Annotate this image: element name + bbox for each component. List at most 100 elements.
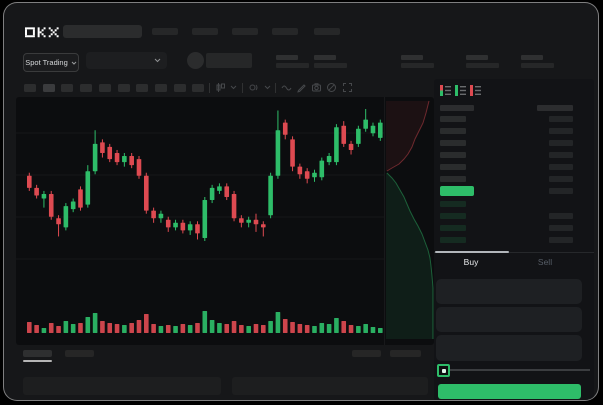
tabs-divider	[434, 252, 594, 253]
amount-slider[interactable]	[442, 369, 590, 371]
tab-buy[interactable]: Buy	[463, 257, 479, 267]
candle-body	[356, 128, 361, 144]
candle-body	[100, 142, 105, 153]
volume-bar	[48, 323, 54, 333]
volume-bar	[326, 324, 332, 333]
slider-handle[interactable]	[437, 364, 450, 377]
wave-icon[interactable]	[281, 82, 292, 93]
toolbar-divider	[209, 83, 210, 93]
volume-bar	[165, 325, 171, 333]
volume-bar	[41, 328, 47, 333]
candlestick-chart[interactable]	[16, 97, 434, 345]
orderbook-amount-bar	[549, 116, 573, 122]
pencil-icon[interactable]	[296, 82, 307, 93]
orderbook-bids-view-icon[interactable]	[455, 85, 466, 96]
timeframe-button[interactable]	[192, 84, 205, 92]
orderbook-combined-view-icon[interactable]	[440, 85, 451, 96]
orderbook-price-bar-ask[interactable]	[440, 139, 466, 146]
timeframe-button[interactable]	[173, 84, 186, 92]
total-input[interactable]	[436, 335, 582, 361]
account-summary-placeholder[interactable]	[206, 53, 252, 68]
nav-item[interactable]	[314, 28, 340, 35]
orderbook-price-bar-bid[interactable]	[440, 201, 466, 208]
orderbook-price-bar-bid[interactable]	[440, 213, 466, 220]
orderbook-price-bar-ask[interactable]	[440, 175, 466, 182]
orderbook-price-bar-ask[interactable]	[440, 116, 466, 122]
orderbook-asks-view-icon[interactable]	[470, 85, 481, 96]
chevron-down-icon[interactable]	[264, 85, 275, 96]
volume-bar	[78, 323, 83, 333]
buy-button[interactable]	[438, 384, 581, 399]
depth-bids-area	[386, 173, 433, 339]
orderbook-price-bar-ask[interactable]	[440, 127, 466, 134]
chart-footer-control[interactable]	[352, 350, 381, 357]
volume-bar	[261, 325, 266, 333]
okx-logo[interactable]	[25, 26, 59, 39]
amount-input[interactable]	[436, 307, 582, 332]
timeframe-button[interactable]	[154, 84, 167, 92]
orderbook-amount-bar	[549, 151, 573, 158]
timeframe-button[interactable]	[61, 84, 74, 92]
tab-sell[interactable]: Sell	[537, 257, 553, 267]
volume-bar	[297, 324, 303, 333]
nav-item[interactable]	[232, 28, 258, 35]
camera-icon[interactable]	[311, 82, 322, 93]
candle-body	[341, 125, 347, 144]
candle-body	[370, 125, 376, 134]
depth-asks-area	[386, 101, 429, 171]
candle-body	[217, 186, 222, 191]
nav-item[interactable]	[272, 28, 298, 35]
nav-item[interactable]	[192, 28, 218, 35]
volume-bar	[144, 314, 149, 333]
avatar[interactable]	[187, 52, 204, 69]
timeframe-button[interactable]	[98, 84, 111, 92]
chart-footer-control[interactable]	[390, 350, 421, 357]
timeframe-button[interactable]	[80, 84, 93, 92]
chart-panel[interactable]	[16, 97, 434, 345]
disabled-icon[interactable]	[326, 82, 337, 93]
depth-bids-line	[386, 172, 434, 339]
pair-select[interactable]	[86, 52, 167, 69]
chart-type-icon[interactable]	[215, 82, 226, 93]
candle-body	[209, 187, 215, 201]
chevron-down-icon	[71, 61, 77, 65]
fullscreen-icon[interactable]	[342, 82, 353, 93]
orderbook-amount-bar	[549, 175, 573, 182]
candle-body	[34, 187, 39, 196]
timeframe-button[interactable]	[24, 84, 36, 92]
chevron-down-icon[interactable]	[230, 85, 241, 96]
spot-trading-selector[interactable]: Spot Trading	[23, 53, 79, 72]
orderbook-amount-bar	[549, 163, 573, 170]
candle-body	[27, 175, 32, 188]
price-input[interactable]	[436, 279, 582, 304]
indicator-icon[interactable]	[249, 82, 260, 93]
candle-body	[378, 122, 383, 138]
nav-item[interactable]	[152, 28, 178, 35]
candle-body	[41, 193, 47, 199]
volume-bar	[341, 321, 347, 333]
orderbook-price-bar-bid[interactable]	[440, 225, 466, 232]
chart-footer-tab[interactable]	[65, 350, 94, 357]
orderbook-price-bar-bid[interactable]	[440, 237, 466, 244]
search-input[interactable]	[63, 25, 142, 38]
timeframe-button[interactable]	[117, 84, 130, 92]
volume-bar	[319, 323, 325, 333]
volume-bar	[356, 326, 361, 333]
volume-bar	[334, 318, 339, 333]
orderbook-price-bar-ask[interactable]	[440, 151, 466, 158]
volume-bar	[151, 324, 156, 333]
candle-body	[253, 219, 259, 225]
timeframe-button[interactable]	[136, 84, 149, 92]
volume-bar	[70, 324, 76, 333]
last-price-block[interactable]	[440, 185, 474, 196]
volume-bar	[290, 322, 295, 333]
candle-body	[275, 130, 281, 176]
orderbook-amount-bar	[549, 139, 573, 146]
candle-body	[239, 218, 244, 223]
stat-value-placeholder	[401, 63, 434, 68]
orderbook-price-bar-ask[interactable]	[440, 163, 466, 170]
candle-body	[151, 210, 156, 219]
timeframe-button[interactable]	[42, 84, 55, 92]
chart-footer-tab-active[interactable]	[23, 350, 52, 357]
orderbook-header-price	[440, 105, 474, 111]
